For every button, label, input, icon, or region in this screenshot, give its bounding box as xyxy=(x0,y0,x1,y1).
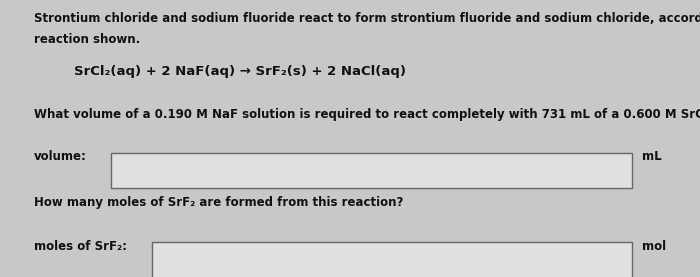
Text: mL: mL xyxy=(643,150,662,163)
Text: mol: mol xyxy=(643,240,666,253)
Text: What volume of a 0.190 M NaF solution is required to react completely with 731 m: What volume of a 0.190 M NaF solution is… xyxy=(34,108,700,121)
Text: moles of SrF₂:: moles of SrF₂: xyxy=(34,240,127,253)
Text: How many moles of SrF₂ are formed from this reaction?: How many moles of SrF₂ are formed from t… xyxy=(34,196,403,209)
Text: reaction shown.: reaction shown. xyxy=(34,34,141,47)
Bar xyxy=(111,153,632,188)
Text: Strontium chloride and sodium fluoride react to form strontium fluoride and sodi: Strontium chloride and sodium fluoride r… xyxy=(34,12,700,25)
Text: SrCl₂(aq) + 2 NaF(aq) → SrF₂(s) + 2 NaCl(aq): SrCl₂(aq) + 2 NaF(aq) → SrF₂(s) + 2 NaCl… xyxy=(74,65,407,78)
Text: volume:: volume: xyxy=(34,150,87,163)
Bar xyxy=(152,242,632,277)
